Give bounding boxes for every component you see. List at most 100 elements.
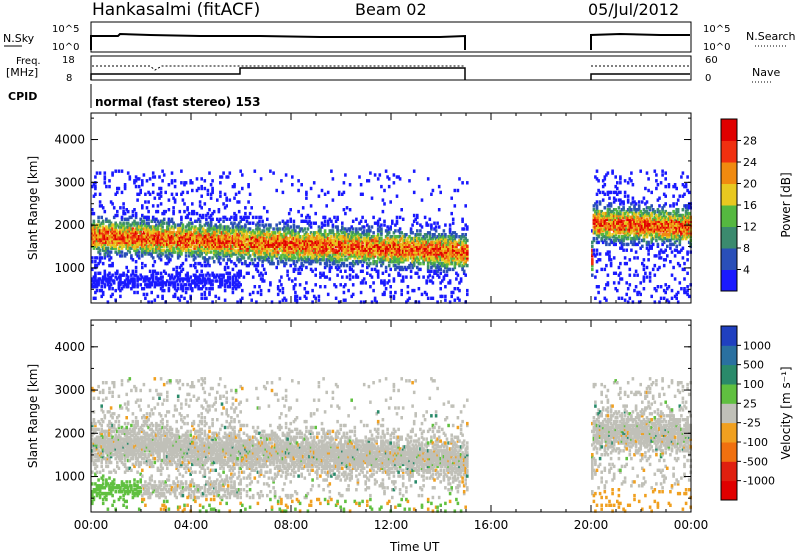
- scatter-cell: [219, 283, 222, 287]
- scatter-cell: [206, 223, 210, 227]
- scatter-cell: [212, 250, 216, 254]
- scatter-cell: [223, 283, 227, 287]
- scatter-cell: [380, 246, 383, 250]
- scatter-cell: [98, 225, 102, 229]
- scatter-cell: [409, 246, 413, 250]
- scatter-cell: [433, 258, 436, 262]
- scatter-cell: [201, 242, 205, 247]
- scatter-cell: [417, 244, 421, 248]
- scatter-cell: [423, 290, 427, 295]
- scatter-cell: [148, 242, 152, 247]
- scatter-cell: [201, 235, 205, 239]
- scatter-cell: [305, 265, 308, 270]
- scatter-cell: [267, 223, 271, 227]
- scatter-cell: [298, 236, 302, 241]
- scatter-cell: [258, 240, 261, 245]
- scatter-cell: [200, 246, 203, 250]
- scatter-cell: [301, 254, 305, 258]
- scatter-cell: [292, 260, 296, 264]
- scatter-cell: [298, 229, 302, 233]
- scatter-cell: [425, 279, 428, 283]
- scatter-cell: [228, 227, 232, 231]
- scatter-cell: [258, 254, 261, 258]
- scatter-cell: [176, 254, 180, 258]
- scatter-cell: [358, 240, 361, 245]
- scatter-cell: [200, 236, 203, 241]
- scatter-cell: [234, 225, 238, 229]
- scatter-cell: [181, 238, 185, 243]
- scatter-cell: [223, 285, 227, 289]
- scatter-cell: [328, 256, 332, 260]
- scatter-cell: [151, 183, 155, 187]
- scatter-cell: [197, 238, 200, 243]
- scatter-cell: [598, 227, 602, 231]
- freq-trace-2: [590, 73, 690, 80]
- scatter-cell: [309, 236, 313, 241]
- scatter-cell: [317, 258, 321, 262]
- scatter-cell: [230, 221, 233, 225]
- scatter-cell: [400, 256, 403, 260]
- scatter-cell: [639, 227, 642, 231]
- scatter-cell: [387, 227, 391, 231]
- scatter-cell: [351, 263, 355, 268]
- scatter-cell: [109, 250, 113, 254]
- nave-trace-1: [92, 65, 465, 71]
- scatter-cell: [259, 242, 263, 247]
- scatter-cell: [428, 256, 432, 260]
- scatter-cell: [112, 223, 116, 227]
- scatter-cell: [367, 258, 371, 262]
- scatter-cell: [358, 250, 361, 254]
- scatter-cell: [114, 250, 117, 254]
- scatter-cell: [172, 227, 175, 231]
- scatter-cell: [458, 238, 461, 243]
- scatter-cell: [398, 273, 402, 277]
- scatter-cell: [373, 254, 377, 258]
- scatter-cell: [461, 240, 464, 245]
- scatter-cell: [205, 229, 208, 233]
- scatter-cell: [95, 229, 99, 233]
- scatter-cell: [159, 238, 163, 243]
- scatter-cell: [134, 273, 138, 277]
- scatter-cell: [219, 285, 222, 289]
- scatter-cell: [333, 261, 336, 266]
- scatter-cell: [383, 202, 386, 206]
- scatter-cell: [231, 184, 235, 189]
- scatter-cell: [439, 261, 442, 266]
- scatter-cell: [197, 246, 200, 250]
- scatter-cell: [176, 275, 180, 279]
- scatter-cell: [311, 246, 314, 250]
- scatter-cell: [211, 273, 214, 277]
- scatter-cell: [175, 265, 178, 270]
- scatter-cell: [361, 256, 364, 260]
- scatter-cell: [133, 179, 136, 183]
- scatter-cell: [633, 223, 636, 227]
- scatter-cell: [367, 225, 371, 229]
- scatter-cell: [198, 236, 202, 241]
- scatter-cell: [97, 235, 100, 239]
- scatter-cell: [306, 260, 310, 264]
- scatter-cell: [358, 221, 361, 225]
- scatter-cell: [286, 242, 289, 247]
- scatter-cell: [117, 275, 121, 279]
- scatter-cell: [159, 190, 163, 195]
- scatter-cell: [233, 183, 236, 187]
- scatter-cell: [95, 235, 99, 239]
- scatter-cell: [608, 223, 611, 227]
- scatter-cell: [270, 252, 274, 256]
- scatter-cell: [147, 244, 150, 248]
- scatter-cell: [447, 242, 450, 247]
- scatter-cell: [128, 233, 132, 237]
- scatter-cell: [305, 260, 308, 264]
- scatter-cell: [197, 287, 200, 291]
- scatter-cell: [450, 196, 453, 200]
- scatter-cell: [167, 288, 171, 293]
- scatter-cell: [314, 248, 317, 252]
- scatter-cell: [386, 250, 389, 254]
- scatter-cell: [181, 227, 185, 231]
- scatter-cell: [620, 244, 624, 248]
- scatter-cell: [605, 233, 608, 237]
- scatter-cell: [420, 238, 424, 243]
- scatter-cell: [156, 242, 160, 247]
- scatter-cell: [187, 231, 191, 235]
